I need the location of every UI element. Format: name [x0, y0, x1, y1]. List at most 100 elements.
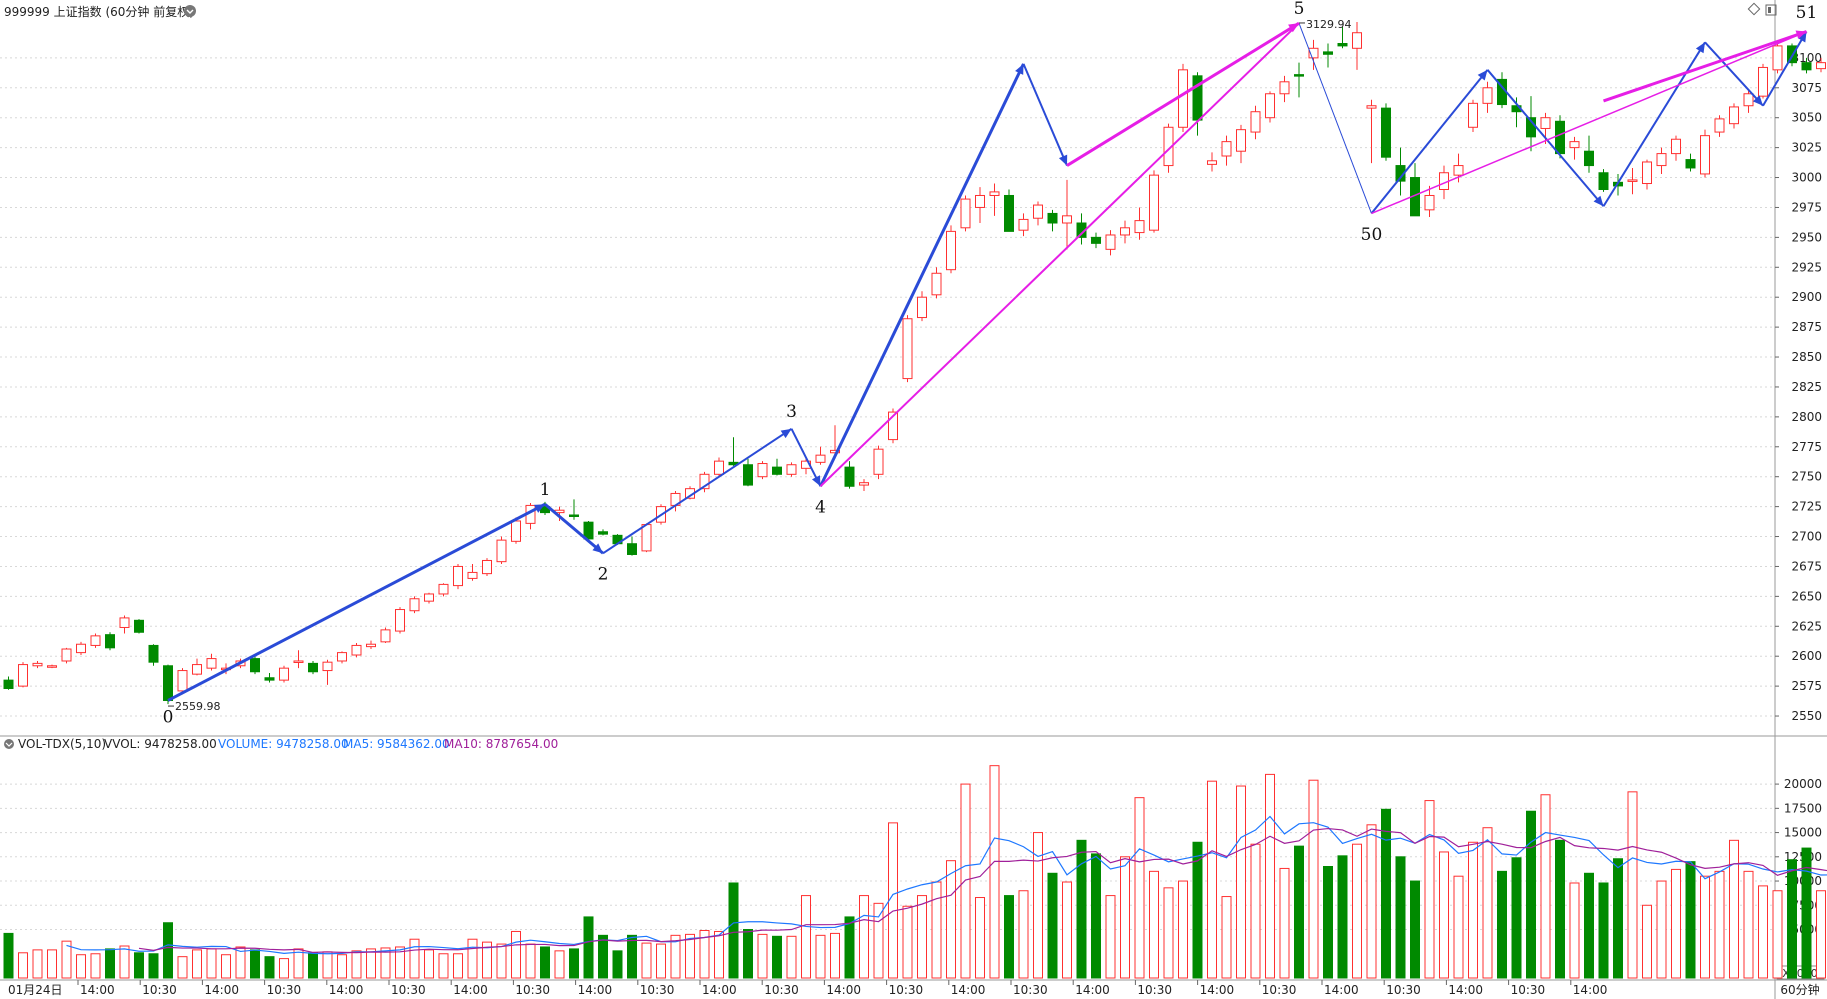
candle-body-up: [322, 661, 333, 672]
volume-bar-up: [554, 950, 565, 979]
volume-bar-up: [917, 895, 927, 979]
candle-body-down: [3, 679, 14, 690]
volume-bar-up: [438, 953, 449, 979]
price-tick-label: 2650: [1791, 589, 1822, 603]
x-axis-tick-label: 14:00: [702, 983, 737, 997]
candle-body-up: [1714, 118, 1725, 133]
volume-bar-down: [1801, 847, 1812, 979]
wave-segment-head: [1695, 42, 1705, 54]
volume-bar-down: [728, 882, 739, 979]
price-tick-label: 2800: [1791, 410, 1822, 424]
candle-body-up: [496, 539, 507, 563]
candle-body-up: [1671, 138, 1681, 155]
candle-body-up: [1424, 194, 1435, 211]
diamond-icon[interactable]: [1747, 2, 1761, 16]
volume-bar-down: [1685, 861, 1696, 979]
volume-bar-up: [1482, 827, 1493, 979]
price-tick-label: 2850: [1791, 350, 1822, 364]
volume-bar-up: [18, 952, 28, 979]
volume-bar-up: [1439, 851, 1449, 979]
x-axis-tick-label: 14:00: [826, 983, 861, 997]
candle-body-up: [409, 598, 420, 612]
candle-body-down: [844, 466, 855, 487]
volume-bar-up: [656, 943, 666, 979]
volume-bar-up: [424, 949, 434, 979]
low-price-label: 2559.98: [175, 700, 221, 713]
candle-body-up: [1178, 69, 1188, 128]
candle-body-up: [888, 411, 898, 441]
candle-body-up: [119, 617, 130, 628]
volume-bar-up: [670, 934, 681, 979]
candle-body-up: [18, 664, 28, 687]
wave-segment: [1370, 69, 1489, 215]
volume-bar-down: [1076, 839, 1087, 979]
candle-body-up: [293, 660, 304, 663]
candle-body-up: [279, 667, 289, 681]
volume-bar-up: [1772, 890, 1783, 979]
volume-bar-up: [757, 933, 768, 979]
volume-bar-up: [960, 783, 971, 979]
candle-body-up: [366, 643, 376, 648]
candle-body-up: [815, 454, 826, 463]
wave-segment-head: [811, 475, 821, 487]
volume-bar-down: [134, 952, 144, 979]
candle-body-down: [134, 619, 144, 633]
price-tick-label: 3025: [1791, 141, 1822, 155]
panel-toggle-icon[interactable]: [1765, 4, 1777, 16]
volume-bar-up: [931, 881, 942, 979]
candle-body-up: [1250, 111, 1261, 133]
volume-bar-up: [351, 950, 362, 979]
candle-body-up: [1062, 215, 1072, 224]
price-tick-label: 2900: [1791, 290, 1822, 304]
volume-bar-up: [873, 902, 884, 979]
settings-circle-icon[interactable]: [184, 5, 196, 17]
x-axis-tick-label: 14:00: [951, 983, 986, 997]
x-axis-tick-label: 10:30: [1511, 983, 1546, 997]
volume-bar-up: [453, 953, 463, 979]
volume-vvol-label: VVOL: 9478258.00: [104, 737, 217, 751]
candle-body-up: [641, 524, 652, 552]
price-tick-label: 2925: [1791, 260, 1822, 274]
candle-body-up: [1221, 141, 1232, 157]
candle-body-down: [1337, 43, 1348, 47]
wave-segment: [167, 502, 546, 702]
wave-label: 0: [163, 707, 174, 727]
candle-body-up: [1207, 160, 1217, 165]
candle-body-down: [264, 677, 275, 681]
candle-body-up: [90, 635, 101, 646]
volume-settings-icon[interactable]: [4, 739, 14, 749]
volume-bar-up: [1207, 780, 1217, 979]
candle-body-up: [438, 583, 449, 595]
x-axis-tick-label: 14:00: [329, 983, 364, 997]
period-label: 60分钟: [1780, 982, 1819, 997]
candle-body-up: [1569, 141, 1580, 149]
wave-segment-head: [592, 543, 603, 554]
x-axis-tick-label: 10:30: [640, 983, 675, 997]
volume-bar-down: [1787, 859, 1797, 979]
volume-bar-up: [409, 938, 420, 979]
volume-bar-up: [322, 951, 333, 979]
trend-arrow: [1066, 21, 1300, 167]
volume-bar-up: [1018, 890, 1029, 979]
price-tick-label: 3000: [1791, 171, 1822, 185]
volume-bar-up: [1642, 904, 1652, 979]
volume-bar-down: [1337, 855, 1348, 979]
candle-body-up: [76, 643, 86, 654]
price-tick-label: 2750: [1791, 470, 1822, 484]
volume-ma10-label: MA10: 8787654.00: [444, 737, 558, 751]
volume-bar-down: [1091, 853, 1101, 979]
volume-bar-down: [264, 956, 275, 979]
candle-body-up: [1134, 220, 1145, 234]
candle-body-up: [395, 609, 405, 632]
candle-body-up: [902, 318, 913, 380]
volume-bar-up: [1714, 870, 1725, 979]
candle-body-up: [424, 593, 434, 602]
candle-body-up: [1656, 153, 1667, 167]
volume-bar-up: [1453, 875, 1464, 979]
volume-bar-up: [1816, 890, 1826, 979]
price-tick-label: 2550: [1791, 709, 1822, 723]
candle-body-up: [511, 520, 521, 542]
volume-bar-down: [308, 952, 318, 979]
